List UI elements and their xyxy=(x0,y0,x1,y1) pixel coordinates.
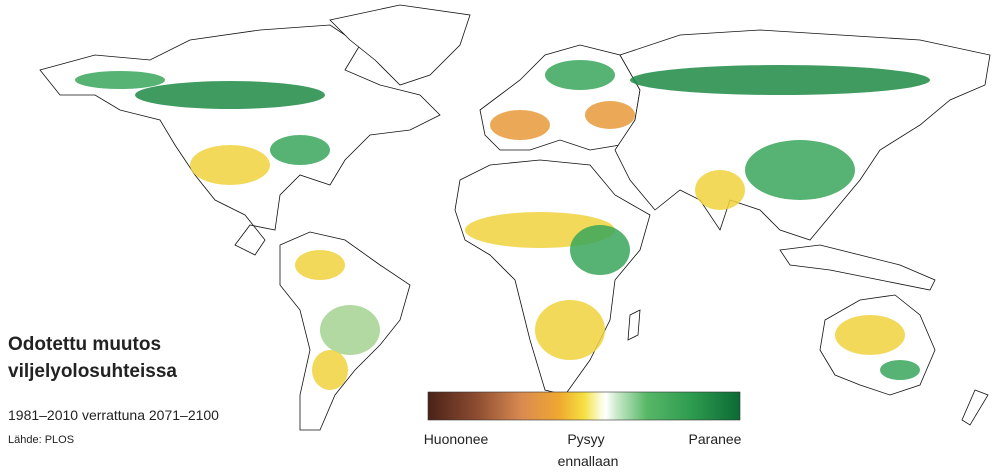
patch xyxy=(585,101,635,129)
patch xyxy=(880,360,920,380)
greenland xyxy=(329,4,471,86)
legend-gradient xyxy=(427,391,741,421)
legend-label: Huononee xyxy=(424,431,489,447)
patch xyxy=(745,140,855,200)
patch xyxy=(320,305,380,355)
change-patches xyxy=(75,60,930,390)
patch xyxy=(295,250,345,280)
africa xyxy=(454,159,651,396)
patch xyxy=(695,170,745,210)
madagascar xyxy=(627,309,641,341)
title-line: Odotettu muutos xyxy=(8,334,161,355)
legend-label: Paranee xyxy=(689,431,742,447)
patch xyxy=(270,135,330,165)
asia xyxy=(614,29,991,241)
legend-label: Pysyy xyxy=(567,431,604,447)
patch xyxy=(490,110,550,140)
source: Lähde: PLOS xyxy=(8,434,74,446)
patch xyxy=(312,350,348,390)
patch xyxy=(630,65,930,95)
patch xyxy=(75,71,165,89)
new-zealand xyxy=(961,389,989,426)
patch xyxy=(835,315,905,355)
legend-sublabel: ennallaan xyxy=(558,453,619,469)
patch xyxy=(135,81,325,109)
patch xyxy=(535,300,605,360)
subtitle: 1981–2010 verrattuna 2071–2100 xyxy=(8,407,219,423)
indonesia xyxy=(779,244,936,291)
patch xyxy=(545,60,615,90)
title-line: viljelyolosuhteissa xyxy=(8,361,177,382)
patch xyxy=(570,225,630,275)
patch xyxy=(190,145,270,185)
